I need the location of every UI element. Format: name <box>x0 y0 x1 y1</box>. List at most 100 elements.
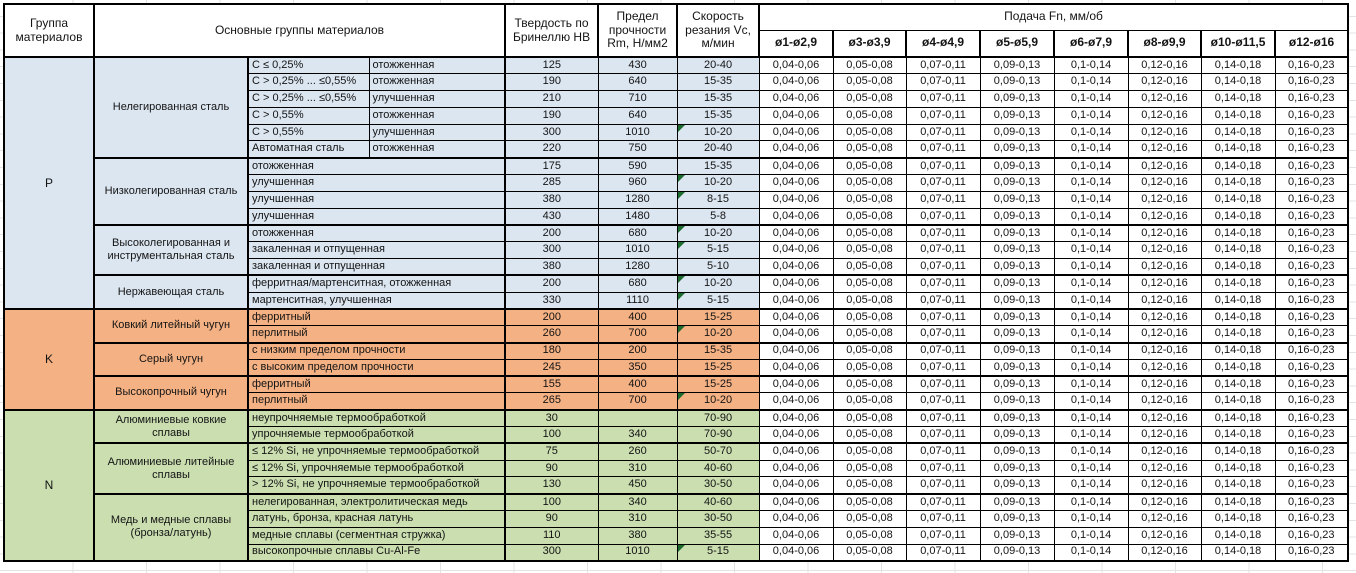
header-feed[interactable]: Подача Fn, мм/об <box>758 3 1350 31</box>
feed-value-cell[interactable]: 0,04-0,06 <box>758 358 834 377</box>
header-diameter-7[interactable]: ø10-ø11,5 <box>1200 29 1277 58</box>
composition-cell[interactable]: C > 0,55% <box>247 106 370 125</box>
feed-value-cell[interactable]: 0,1-0,14 <box>1053 291 1129 310</box>
feed-value-cell[interactable]: 0,09-0,13 <box>979 258 1055 276</box>
cutting-speed-cell[interactable]: 15-25 <box>676 358 760 377</box>
state-cell[interactable]: > 12% Si, не упрочняемые термообработкой <box>247 476 506 495</box>
cutting-speed-cell[interactable]: 8-15 <box>676 190 760 209</box>
feed-value-cell[interactable]: 0,04-0,06 <box>758 223 834 243</box>
feed-value-cell[interactable]: 0,05-0,08 <box>832 459 907 478</box>
feed-value-cell[interactable]: 0,14-0,18 <box>1200 476 1276 495</box>
feed-value-cell[interactable]: 0,12-0,16 <box>1127 307 1202 327</box>
header-diameter-4[interactable]: ø5-ø5,9 <box>979 29 1056 58</box>
hardness-cell[interactable]: 300 <box>504 543 599 562</box>
feed-value-cell[interactable]: 0,09-0,13 <box>979 106 1055 125</box>
feed-value-cell[interactable]: 0,05-0,08 <box>832 123 907 142</box>
strength-cell[interactable]: 310 <box>597 510 678 528</box>
cutting-speed-cell[interactable]: 10-20 <box>676 123 760 142</box>
feed-value-cell[interactable]: 0,1-0,14 <box>1053 526 1129 545</box>
feed-value-cell[interactable]: 0,07-0,11 <box>905 241 981 260</box>
feed-value-cell[interactable]: 0,1-0,14 <box>1053 543 1129 562</box>
material-subgroup-cell[interactable]: Высокопрочный чугун <box>93 375 249 411</box>
feed-value-cell[interactable]: 0,07-0,11 <box>905 307 981 327</box>
state-cell[interactable]: отожженная <box>247 156 506 176</box>
feed-value-cell[interactable]: 0,14-0,18 <box>1200 325 1276 344</box>
feed-value-cell[interactable]: 0,07-0,11 <box>905 223 981 243</box>
feed-value-cell[interactable]: 0,16-0,23 <box>1274 492 1349 512</box>
strength-cell[interactable]: 310 <box>597 459 678 478</box>
strength-cell[interactable]: 450 <box>597 476 678 495</box>
feed-value-cell[interactable]: 0,1-0,14 <box>1053 73 1129 92</box>
feed-value-cell[interactable]: 0,05-0,08 <box>832 307 907 327</box>
cutting-speed-cell[interactable]: 15-35 <box>676 156 760 176</box>
feed-value-cell[interactable]: 0,16-0,23 <box>1274 123 1349 142</box>
feed-value-cell[interactable]: 0,12-0,16 <box>1127 56 1202 75</box>
state-cell[interactable]: улучшенная <box>368 123 506 142</box>
feed-value-cell[interactable]: 0,07-0,11 <box>905 258 981 276</box>
feed-value-cell[interactable]: 0,05-0,08 <box>832 274 907 293</box>
feed-value-cell[interactable]: 0,1-0,14 <box>1053 190 1129 209</box>
strength-cell[interactable]: 1010 <box>597 241 678 260</box>
feed-value-cell[interactable]: 0,07-0,11 <box>905 207 981 226</box>
feed-value-cell[interactable]: 0,14-0,18 <box>1200 223 1276 243</box>
feed-value-cell[interactable]: 0,09-0,13 <box>979 408 1055 428</box>
hardness-cell[interactable]: 300 <box>504 241 599 260</box>
composition-cell[interactable]: C > 0,25% ... ≤0,55% <box>247 73 370 92</box>
feed-value-cell[interactable]: 0,12-0,16 <box>1127 358 1202 377</box>
material-subgroup-cell[interactable]: Серый чугун <box>93 341 249 377</box>
strength-cell[interactable]: 1480 <box>597 207 678 226</box>
state-cell[interactable]: перлитный <box>247 325 506 344</box>
feed-value-cell[interactable]: 0,16-0,23 <box>1274 325 1349 344</box>
state-cell[interactable]: ферритный <box>247 307 506 327</box>
cutting-speed-cell[interactable]: 5-15 <box>676 543 760 562</box>
cutting-speed-cell[interactable]: 15-35 <box>676 73 760 92</box>
feed-value-cell[interactable]: 0,07-0,11 <box>905 325 981 344</box>
state-cell[interactable]: ферритный <box>247 375 506 394</box>
strength-cell[interactable]: 640 <box>597 106 678 125</box>
feed-value-cell[interactable]: 0,09-0,13 <box>979 156 1055 176</box>
feed-value-cell[interactable]: 0,12-0,16 <box>1127 492 1202 512</box>
feed-value-cell[interactable]: 0,12-0,16 <box>1127 291 1202 310</box>
strength-cell[interactable]: 680 <box>597 274 678 293</box>
state-cell[interactable]: ≤ 12% Si, не упрочняемые термообработкой <box>247 442 506 461</box>
state-cell[interactable]: мартенситная, улучшенная <box>247 291 506 310</box>
feed-value-cell[interactable]: 0,04-0,06 <box>758 56 834 75</box>
feed-value-cell[interactable]: 0,04-0,06 <box>758 106 834 125</box>
state-cell[interactable]: отожженная <box>368 106 506 125</box>
composition-cell[interactable]: C ≤ 0,25% <box>247 56 370 75</box>
feed-value-cell[interactable]: 0,04-0,06 <box>758 426 834 444</box>
strength-cell[interactable]: 380 <box>597 526 678 545</box>
feed-value-cell[interactable]: 0,1-0,14 <box>1053 174 1129 192</box>
strength-cell[interactable]: 200 <box>597 341 678 360</box>
header-diameter-5[interactable]: ø6-ø7,9 <box>1053 29 1130 58</box>
hardness-cell[interactable]: 265 <box>504 392 599 411</box>
state-cell[interactable]: закаленная и отпущенная <box>247 258 506 276</box>
composition-cell[interactable]: C > 0,55% <box>247 123 370 142</box>
hardness-cell[interactable]: 100 <box>504 426 599 444</box>
feed-value-cell[interactable]: 0,09-0,13 <box>979 140 1055 159</box>
header-diameter-1[interactable]: ø1-ø2,9 <box>758 29 835 58</box>
feed-value-cell[interactable]: 0,05-0,08 <box>832 492 907 512</box>
hardness-cell[interactable]: 260 <box>504 325 599 344</box>
feed-value-cell[interactable]: 0,04-0,06 <box>758 258 834 276</box>
feed-value-cell[interactable]: 0,07-0,11 <box>905 56 981 75</box>
hardness-cell[interactable]: 200 <box>504 274 599 293</box>
feed-value-cell[interactable]: 0,04-0,06 <box>758 174 834 192</box>
feed-value-cell[interactable]: 0,12-0,16 <box>1127 258 1202 276</box>
feed-value-cell[interactable]: 0,14-0,18 <box>1200 190 1276 209</box>
feed-value-cell[interactable]: 0,07-0,11 <box>905 476 981 495</box>
feed-value-cell[interactable]: 0,14-0,18 <box>1200 241 1276 260</box>
feed-value-cell[interactable]: 0,1-0,14 <box>1053 341 1129 360</box>
feed-value-cell[interactable]: 0,09-0,13 <box>979 492 1055 512</box>
feed-value-cell[interactable]: 0,14-0,18 <box>1200 459 1276 478</box>
feed-value-cell[interactable]: 0,09-0,13 <box>979 190 1055 209</box>
feed-value-cell[interactable]: 0,16-0,23 <box>1274 476 1349 495</box>
cutting-speed-cell[interactable]: 15-25 <box>676 375 760 394</box>
feed-value-cell[interactable]: 0,14-0,18 <box>1200 73 1276 92</box>
feed-value-cell[interactable]: 0,12-0,16 <box>1127 223 1202 243</box>
feed-value-cell[interactable]: 0,14-0,18 <box>1200 341 1276 360</box>
feed-value-cell[interactable]: 0,12-0,16 <box>1127 241 1202 260</box>
strength-cell[interactable]: 340 <box>597 492 678 512</box>
feed-value-cell[interactable]: 0,07-0,11 <box>905 190 981 209</box>
hardness-cell[interactable]: 130 <box>504 476 599 495</box>
